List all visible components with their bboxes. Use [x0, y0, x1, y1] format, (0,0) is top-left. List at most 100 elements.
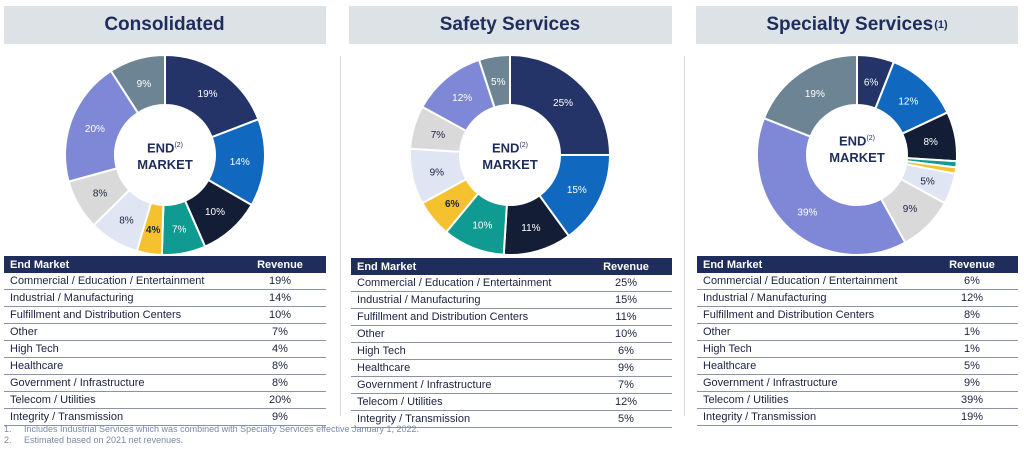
- slice-label-9: 9%: [137, 79, 152, 90]
- end-market-cell: Industrial / Manufacturing: [4, 289, 234, 307]
- donut-hole: [461, 106, 559, 204]
- table-header-row: End Market Revenue: [351, 258, 672, 275]
- slice-label-7: 9%: [903, 204, 918, 215]
- table-row: Telecom / Utilities 20%: [4, 391, 326, 409]
- divider: [340, 56, 341, 416]
- revenue-cell: 8%: [234, 374, 326, 392]
- revenue-cell: 12%: [580, 393, 672, 411]
- slice-label-1: 19%: [198, 89, 218, 100]
- donut-slice-1: [509, 53, 612, 156]
- slice-label-8: 12%: [452, 93, 472, 104]
- revenue-cell: 9%: [926, 374, 1018, 392]
- revenue-cell: 1%: [926, 323, 1018, 341]
- end-market-cell: High Tech: [351, 342, 580, 360]
- donut-hole: [116, 106, 214, 204]
- revenue-cell: 12%: [926, 289, 1018, 307]
- end-market-cell: Integrity / Transmission: [351, 410, 580, 428]
- footnote-2: 2. Estimated based on 2021 net revenues.: [4, 435, 184, 445]
- header-end-market: End Market: [351, 258, 580, 275]
- header-end-market: End Market: [697, 256, 926, 273]
- header-end-market: End Market: [4, 256, 234, 273]
- table-row: High Tech 6%: [351, 342, 672, 360]
- consolidated-table: End Market Revenue Commercial / Education …: [4, 256, 326, 426]
- table-row: Fulfillment and Distribution Centers 8%: [697, 306, 1018, 324]
- revenue-cell: 39%: [926, 391, 1018, 409]
- specialty-services-center-label: END(2) MARKET: [829, 133, 885, 166]
- slice-label-2: 12%: [898, 96, 918, 107]
- end-market-cell: Healthcare: [697, 357, 926, 375]
- end-market-cell: Healthcare: [4, 357, 234, 375]
- slice-label-6: 9%: [430, 167, 445, 178]
- table-row: Fulfillment and Distribution Centers 11%: [351, 308, 672, 326]
- end-market-cell: Telecom / Utilities: [4, 391, 234, 409]
- table-row: Government / Infrastructure 9%: [697, 374, 1018, 392]
- end-market-cell: Telecom / Utilities: [697, 391, 926, 409]
- table-row: Integrity / Transmission 19%: [697, 408, 1018, 426]
- table-row: Other 10%: [351, 325, 672, 343]
- donut-slice-9: [762, 53, 858, 138]
- end-market-cell: Fulfillment and Distribution Centers: [697, 306, 926, 324]
- safety-services-donut: 25% 15% 11% 10% 6% 9% 7% 12% 5%: [409, 53, 612, 256]
- end-market-cell: Integrity / Transmission: [697, 408, 926, 426]
- header-revenue: Revenue: [234, 256, 326, 273]
- end-market-cell: Industrial / Manufacturing: [697, 289, 926, 307]
- end-market-cell: Commercial / Education / Entertainment: [697, 273, 926, 290]
- table-row: Other 1%: [697, 323, 1018, 341]
- consolidated-donut: 19% 14% 10% 7% 4% 8% 8% 20% 9%: [64, 53, 266, 256]
- end-market-cell: Fulfillment and Distribution Centers: [351, 308, 580, 326]
- slice-label-8: 39%: [797, 207, 817, 218]
- revenue-cell: 8%: [926, 306, 1018, 324]
- revenue-cell: 6%: [580, 342, 672, 360]
- donut-slice-8: [756, 116, 907, 256]
- table-row: Other 7%: [4, 323, 326, 341]
- revenue-cell: 7%: [580, 376, 672, 394]
- revenue-cell: 25%: [580, 275, 672, 292]
- end-market-cell: Commercial / Education / Entertainment: [4, 273, 234, 290]
- revenue-cell: 20%: [234, 391, 326, 409]
- table-row: Industrial / Manufacturing 14%: [4, 289, 326, 307]
- table-row: Healthcare 9%: [351, 359, 672, 377]
- slice-label-8: 20%: [85, 124, 105, 135]
- end-market-cell: High Tech: [4, 340, 234, 358]
- slice-label-7: 8%: [93, 189, 108, 200]
- end-market-cell: Fulfillment and Distribution Centers: [4, 306, 234, 324]
- end-market-cell: Other: [351, 325, 580, 343]
- table-row: Industrial / Manufacturing 12%: [697, 289, 1018, 307]
- end-market-cell: Other: [697, 323, 926, 341]
- revenue-cell: 9%: [234, 408, 326, 426]
- slice-label-2: 14%: [230, 157, 250, 168]
- slice-label-3: 10%: [205, 207, 225, 218]
- end-market-cell: Government / Infrastructure: [351, 376, 580, 394]
- table-row: High Tech 4%: [4, 340, 326, 358]
- safety-services-center-label: END(2) MARKET: [482, 140, 538, 173]
- table-row: Government / Infrastructure 7%: [351, 376, 672, 394]
- revenue-cell: 9%: [580, 359, 672, 377]
- end-market-cell: Government / Infrastructure: [4, 374, 234, 392]
- consolidated-center-label: END(2) MARKET: [137, 140, 193, 173]
- slice-label-9: 5%: [491, 77, 506, 88]
- safety-services-table: End Market Revenue Commercial / Education …: [351, 258, 672, 428]
- divider: [684, 56, 685, 416]
- revenue-cell: 7%: [234, 323, 326, 341]
- table-row: Healthcare 5%: [697, 357, 1018, 375]
- table-row: Integrity / Transmission 5%: [351, 410, 672, 428]
- table-row: Healthcare 8%: [4, 357, 326, 375]
- table-row: Commercial / Education / Entertainment 6%: [697, 273, 1018, 290]
- table-row: Integrity / Transmission 9%: [4, 408, 326, 426]
- slice-label-1: 6%: [864, 77, 879, 88]
- table-row: Government / Infrastructure 8%: [4, 374, 326, 392]
- end-market-cell: Commercial / Education / Entertainment: [351, 275, 580, 292]
- specialty-services-table: End Market Revenue Commercial / Education …: [697, 256, 1018, 426]
- revenue-cell: 5%: [926, 357, 1018, 375]
- donut-slice-9: [477, 53, 511, 109]
- donut-slice-9: [109, 53, 166, 115]
- end-market-cell: Government / Infrastructure: [697, 374, 926, 392]
- revenue-cell: 19%: [926, 408, 1018, 426]
- revenue-cell: 14%: [234, 289, 326, 307]
- end-market-cell: Other: [4, 323, 234, 341]
- consolidated-title: Consolidated: [4, 6, 326, 44]
- revenue-cell: 5%: [580, 410, 672, 428]
- revenue-cell: 11%: [580, 308, 672, 326]
- safety-services-title: Safety Services: [349, 6, 672, 44]
- end-market-cell: Integrity / Transmission: [4, 408, 234, 426]
